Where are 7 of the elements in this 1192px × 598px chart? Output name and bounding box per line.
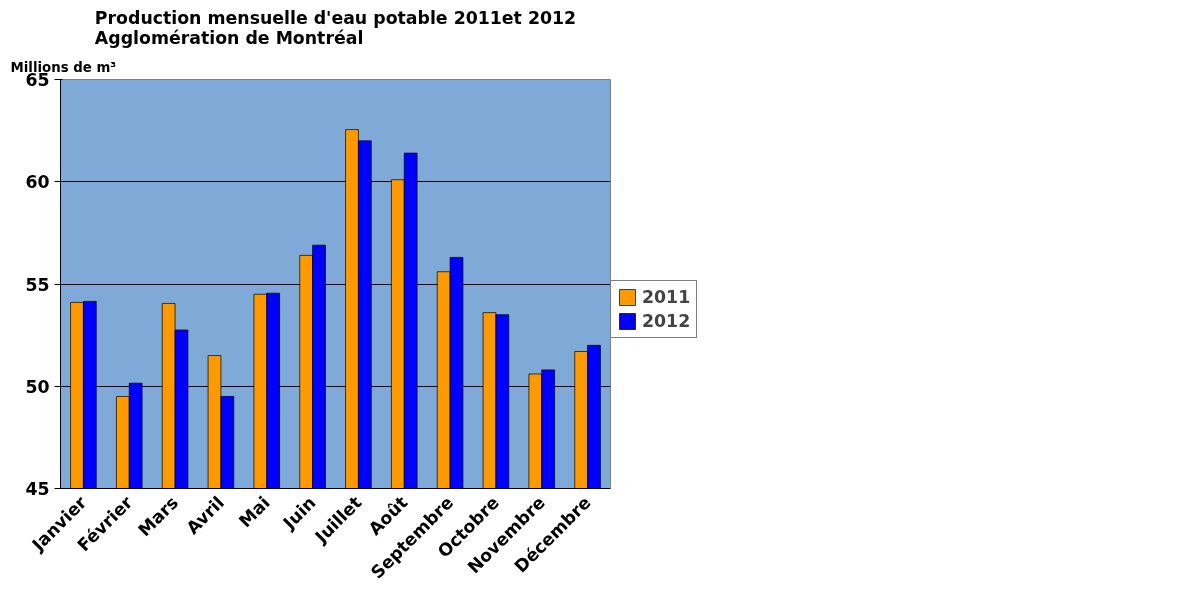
chart-title: Production mensuelle d'eau potable 2011et 2012 Agglomération de Montréal [94,7,577,48]
y-tick-label: 60 [25,172,50,193]
y-tick-label: 55 [25,274,50,295]
legend-label: 2012 [642,311,691,331]
y-tick-label: 45 [25,479,50,499]
y-tick-label: 50 [25,376,50,397]
legend-label: 2011 [642,287,691,307]
